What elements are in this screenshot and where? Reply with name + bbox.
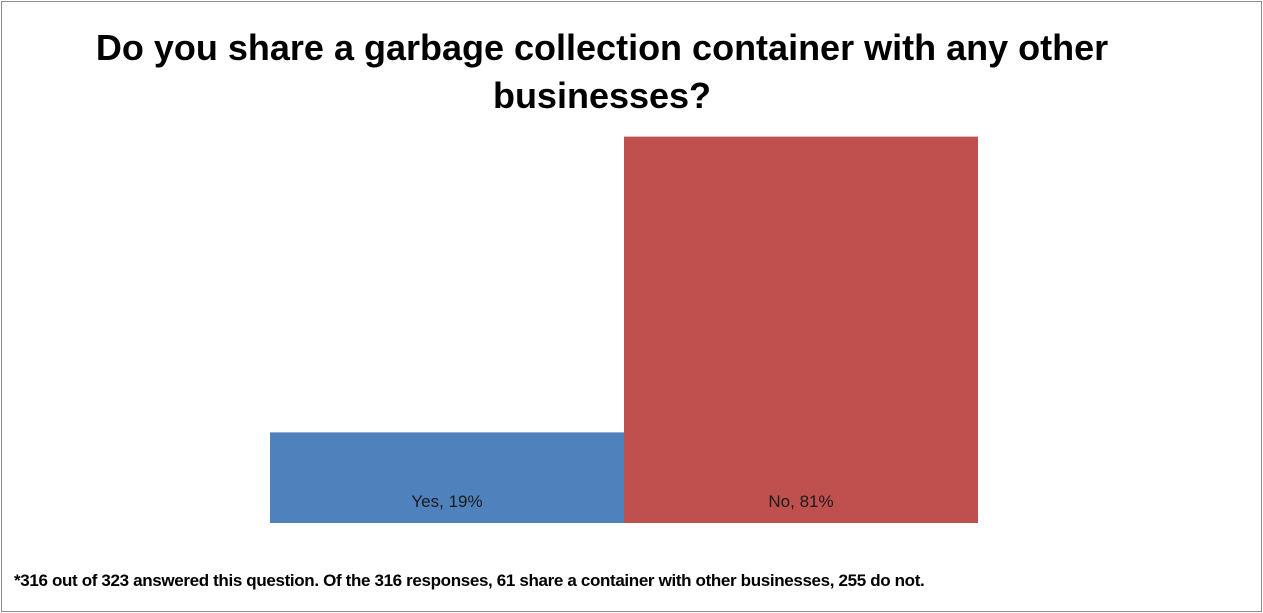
bars-group [270,136,978,523]
bar-yes [270,432,624,523]
bar-no [624,136,978,523]
data-label-yes: Yes, 19% [411,492,482,511]
data-label-no: No, 81% [768,492,833,511]
footnote: *316 out of 323 answered this question. … [14,571,925,590]
chart-title: Do you share a garbage collection contai… [95,27,1109,116]
data-labels-group: Yes, 19% No, 81% [411,492,833,511]
